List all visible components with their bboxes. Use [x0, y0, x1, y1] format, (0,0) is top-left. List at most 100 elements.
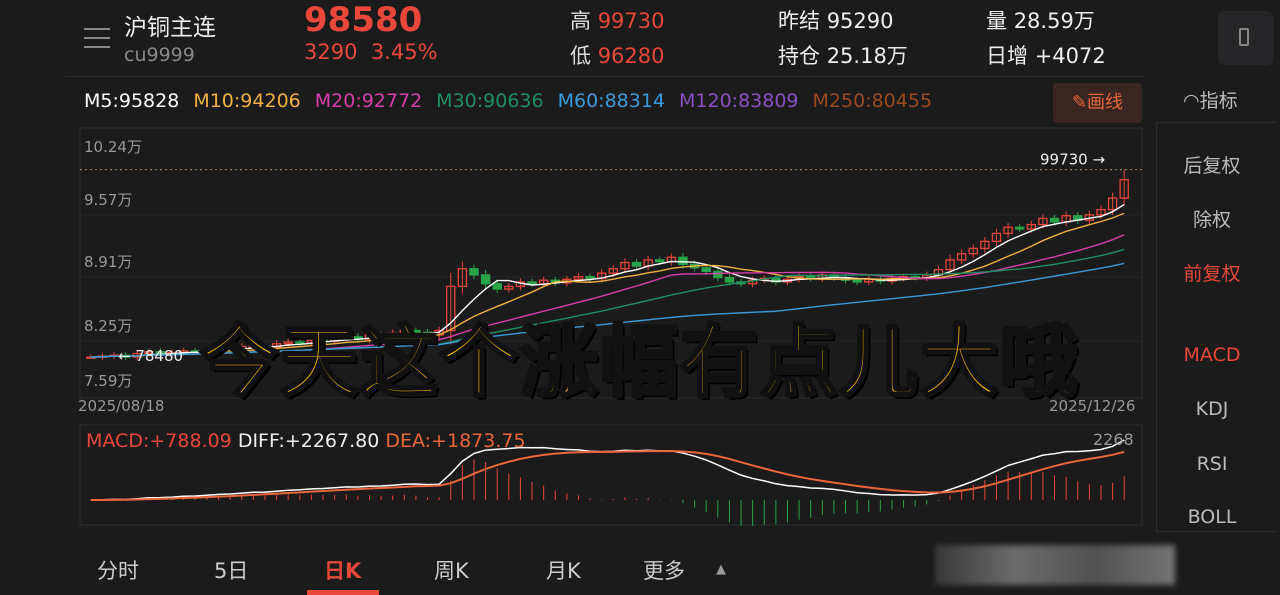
candle — [1026, 223, 1037, 230]
candle — [446, 285, 456, 332]
candle — [295, 341, 305, 344]
y-tick: 8.91万 — [84, 253, 132, 271]
candle — [504, 285, 514, 290]
phone-icon — [1239, 28, 1249, 46]
candle — [724, 276, 735, 283]
candle — [225, 347, 235, 350]
kline-chart[interactable]: 10.24万 9.57万 8.91万 8.25万 7.59万 99730 → ← 78480 — [0, 125, 1150, 535]
candle — [1049, 217, 1060, 223]
ma-value: M10:94206 — [193, 90, 301, 112]
sidebar-item[interactable]: 前复权 — [1183, 263, 1241, 285]
gauge-icon: ◠ — [1183, 90, 1200, 112]
caret-up-icon[interactable]: ▲ — [716, 562, 726, 577]
tab[interactable]: 分时 — [97, 559, 139, 583]
main-chart-frame — [79, 127, 1143, 399]
indicator-sidebar: 后复权除权前复权 MACD KDJ RSI BOLL — [1156, 122, 1276, 532]
dea-line — [90, 450, 1125, 501]
daily-add-label: 日增 — [986, 44, 1028, 68]
y-tick: 10.24万 — [84, 138, 142, 156]
sidebar-item[interactable]: RSI — [1196, 453, 1228, 475]
candle — [631, 261, 642, 267]
candle — [713, 270, 723, 279]
candle — [956, 253, 967, 261]
candle — [1107, 197, 1118, 211]
y-tick: 8.25万 — [84, 317, 132, 335]
ma-value: M250:80455 — [812, 90, 933, 112]
tab[interactable]: 周K — [434, 559, 469, 583]
candle — [492, 283, 502, 290]
candle — [585, 276, 595, 280]
menu-icon[interactable] — [84, 28, 110, 48]
price-change: 3290 — [304, 40, 358, 64]
contract-name: 沪铜主连 — [124, 15, 216, 41]
prev-settle-label: 昨结 — [778, 9, 820, 33]
candle — [771, 277, 781, 283]
low-value: 96280 — [597, 44, 665, 68]
candle — [399, 329, 410, 334]
active-tab-indicator — [307, 590, 379, 595]
candle — [608, 268, 619, 274]
volume-label: 量 — [986, 9, 1007, 33]
candle — [968, 247, 978, 255]
ma-line — [90, 203, 1125, 358]
candle — [144, 351, 154, 355]
candle — [213, 347, 224, 351]
candle — [573, 276, 584, 280]
candle — [678, 256, 688, 265]
draw-line-button[interactable]: ✎画线 — [1053, 83, 1142, 123]
tab[interactable]: 更多 — [643, 559, 685, 583]
last-price: 98580 — [304, 0, 423, 40]
ma-value: M5:95828 — [84, 90, 180, 112]
macd-axis-max: 2268 — [1093, 430, 1134, 449]
ma-value: M20:92772 — [314, 90, 423, 112]
tab[interactable]: 5日 — [214, 559, 249, 583]
candle — [248, 344, 259, 348]
candle — [527, 281, 537, 285]
candle — [1014, 226, 1025, 230]
ma-line — [90, 212, 1125, 358]
start-date: 2025/08/18 — [78, 397, 165, 415]
ma-line — [90, 262, 1125, 358]
sidebar-item[interactable]: 除权 — [1192, 209, 1231, 231]
candle — [701, 267, 711, 273]
candle — [945, 259, 955, 271]
y-tick: 9.57万 — [84, 191, 132, 209]
high-value: 99730 — [597, 9, 665, 33]
candle — [318, 339, 328, 342]
open-interest-label: 持仓 — [778, 44, 820, 68]
max-price-label: 99730 → — [1040, 151, 1105, 169]
candle — [283, 341, 293, 345]
prev-settle-value: 95290 — [826, 9, 894, 33]
candle — [480, 274, 491, 285]
low-label: 低 — [570, 44, 591, 68]
indicator-button[interactable]: ◠指标 — [1183, 90, 1238, 112]
candle — [469, 268, 479, 276]
tab[interactable]: 日K — [324, 559, 362, 583]
ma-value: M60:88314 — [557, 90, 666, 112]
sidebar-item[interactable]: 后复权 — [1183, 155, 1241, 177]
sidebar-item[interactable]: BOLL — [1187, 506, 1237, 528]
candle — [1119, 179, 1129, 199]
candle — [991, 232, 1002, 243]
candle — [341, 336, 351, 340]
sidebar-item[interactable]: KDJ — [1195, 398, 1229, 420]
ma-legend: M5:95828 M10:94206 M20:92772 M30:90636 M60:8… — [84, 90, 946, 112]
candle — [411, 329, 421, 333]
tab[interactable]: 月K — [546, 559, 581, 583]
candle — [852, 279, 862, 283]
candle — [457, 268, 468, 288]
candle — [1096, 208, 1106, 216]
candle — [655, 259, 665, 263]
ma-value: M30:90636 — [436, 90, 544, 112]
daily-add-value: +4072 — [1034, 44, 1106, 68]
ma-value: M120:83809 — [679, 90, 799, 112]
volume-value: 28.59万 — [1013, 9, 1095, 33]
sidebar-item[interactable]: MACD — [1183, 344, 1241, 366]
overlay-caption: 今天这个涨幅有点儿大哦 — [198, 317, 1081, 410]
macd-frame — [79, 424, 1143, 526]
diff-value: DIFF:+2267.80 — [237, 430, 380, 452]
device-switch-button[interactable] — [1218, 11, 1273, 65]
y-tick: 7.59万 — [84, 372, 132, 390]
candle — [1003, 226, 1013, 235]
macd-value: MACD:+788.09 — [86, 430, 232, 452]
